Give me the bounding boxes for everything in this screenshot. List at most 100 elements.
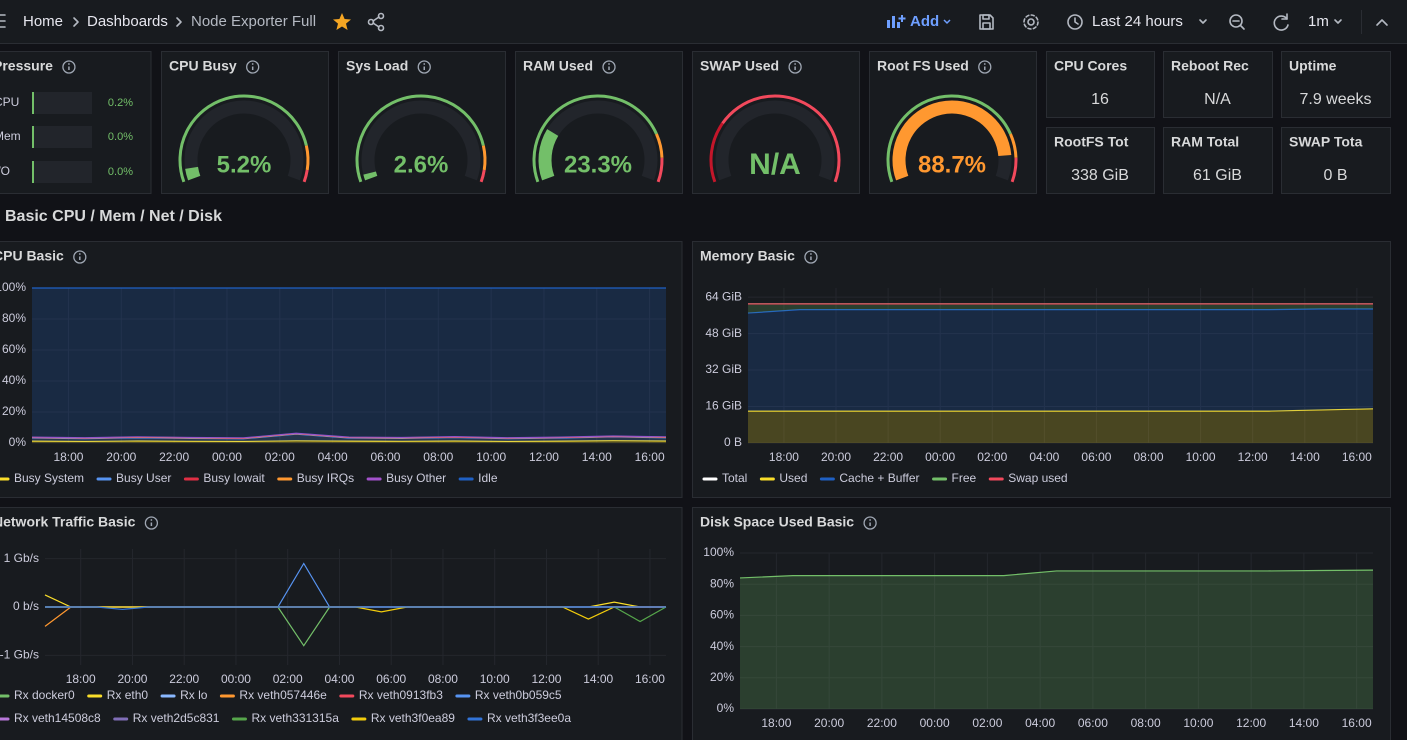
legend-label: Rx veth057446e (239, 688, 327, 702)
legend-label: Rx veth14508c8 (14, 711, 101, 725)
save-icon[interactable] (979, 14, 994, 30)
refresh-icon[interactable] (1273, 13, 1289, 31)
x-tick-label: 18:00 (53, 450, 83, 464)
y-tick-label: 32 GiB (705, 362, 742, 376)
gauge-value (892, 100, 1012, 181)
stat-title: Uptime (1289, 58, 1337, 74)
star-icon[interactable] (333, 13, 351, 30)
threshold-arc (302, 169, 309, 183)
y-tick-label: 16 GiB (705, 399, 742, 413)
x-tick-label: 16:00 (1342, 450, 1372, 464)
threshold-arc (532, 94, 658, 183)
pressure-value: 0.2% (108, 97, 133, 109)
x-tick-label: 04:00 (1029, 450, 1059, 464)
stat-title: RootFS Tot (1054, 134, 1129, 150)
x-tick-label: 18:00 (761, 716, 791, 730)
stat-panel (1281, 51, 1391, 118)
row-title[interactable]: Basic CPU / Mem / Net / Disk (5, 208, 222, 225)
x-tick-label: 02:00 (265, 450, 295, 464)
threshold-arc (709, 122, 724, 183)
threshold-arc (355, 94, 485, 183)
panel-title: Memory Basic (700, 248, 795, 264)
x-tick-label: 14:00 (1290, 450, 1320, 464)
info-icon-dot (983, 63, 986, 65)
info-icon-dot (68, 63, 70, 65)
x-tick-label: 20:00 (821, 450, 851, 464)
breadcrumb-current: Node Exporter Full (191, 13, 316, 30)
info-icon-dot (78, 253, 81, 255)
x-tick-label: 04:00 (318, 450, 348, 464)
breadcrumb-home[interactable]: Home (23, 13, 63, 30)
legend-label: Busy Other (386, 471, 446, 485)
stat-value: 61 GiB (1193, 167, 1242, 184)
x-tick-label: 10:00 (476, 450, 506, 464)
time-picker[interactable]: Last 24 hours (1067, 13, 1207, 30)
area-fill (32, 434, 666, 442)
x-tick-label: 22:00 (867, 716, 897, 730)
y-tick-label: 60% (710, 608, 734, 622)
legend-label: Idle (478, 471, 498, 485)
panel-title: Disk Space Used Basic (700, 514, 854, 530)
share-icon[interactable] (367, 12, 385, 32)
legend-label: Rx veth2d5c831 (133, 711, 220, 725)
breadcrumb-separator (176, 17, 182, 27)
threshold-arc (886, 94, 1012, 183)
threshold-arc (479, 169, 486, 183)
series-line (747, 308, 1373, 314)
x-tick-label: 20:00 (106, 450, 136, 464)
stat-title: Reboot Rec (1171, 58, 1249, 74)
area-fill (32, 440, 666, 443)
x-tick-label: 22:00 (169, 672, 199, 686)
info-icon-dot (608, 63, 610, 65)
x-tick-label: 00:00 (212, 450, 242, 464)
bar-track (32, 92, 92, 114)
x-tick-label: 16:00 (1342, 716, 1372, 730)
gauge-label: 2.6% (394, 151, 449, 178)
threshold-arc (178, 94, 308, 183)
stat-title: CPU Cores (1054, 58, 1127, 74)
series-line (739, 569, 1374, 579)
series-line (748, 408, 1374, 412)
info-icon (417, 60, 431, 74)
info-icon-dot (794, 63, 797, 65)
clock-icon (1067, 14, 1083, 30)
stat-panel (1163, 127, 1273, 194)
x-tick-label: 00:00 (221, 672, 251, 686)
settings-icon[interactable] (1023, 14, 1039, 30)
add-button[interactable]: Add (887, 13, 951, 30)
stat-value: 16 (1091, 91, 1109, 108)
x-tick-label: 22:00 (873, 450, 903, 464)
y-tick-label: 20% (710, 670, 734, 684)
gauge-track (715, 100, 835, 181)
info-icon (602, 60, 616, 74)
x-tick-label: 14:00 (582, 450, 612, 464)
x-tick-label: 12:00 (1236, 716, 1266, 730)
menu-icon[interactable] (0, 14, 6, 28)
threshold-arc (656, 157, 664, 183)
y-tick-label: 64 GiB (705, 289, 742, 303)
y-tick-label: 48 GiB (705, 326, 742, 340)
stat-panel (1281, 127, 1391, 194)
x-tick-label: 12:00 (531, 672, 561, 686)
add-label: Add (910, 13, 939, 30)
legend-label: Busy User (116, 471, 171, 485)
legend-label: Rx veth3f3ee0a (487, 711, 571, 725)
panel-title: Sys Load (346, 58, 408, 74)
legend-label: Busy System (14, 471, 84, 485)
x-tick-label: 06:00 (1078, 716, 1108, 730)
collapse-icon[interactable] (1376, 19, 1388, 26)
stat-panel (1046, 51, 1155, 118)
top-bar (0, 0, 1407, 43)
panel-title: CPU Busy (169, 58, 237, 74)
stat-value: 0 B (1323, 167, 1347, 184)
x-tick-label: 12:00 (529, 450, 559, 464)
legend-label: Rx veth331315a (251, 711, 339, 725)
x-tick-label: 06:00 (370, 450, 400, 464)
gauge-track (361, 100, 481, 181)
refresh-interval[interactable]: 1m (1308, 13, 1329, 30)
bar-threshold-edge (32, 92, 34, 114)
zoom-out-icon[interactable] (1229, 14, 1245, 30)
breadcrumb-dashboards[interactable]: Dashboards (87, 13, 168, 30)
